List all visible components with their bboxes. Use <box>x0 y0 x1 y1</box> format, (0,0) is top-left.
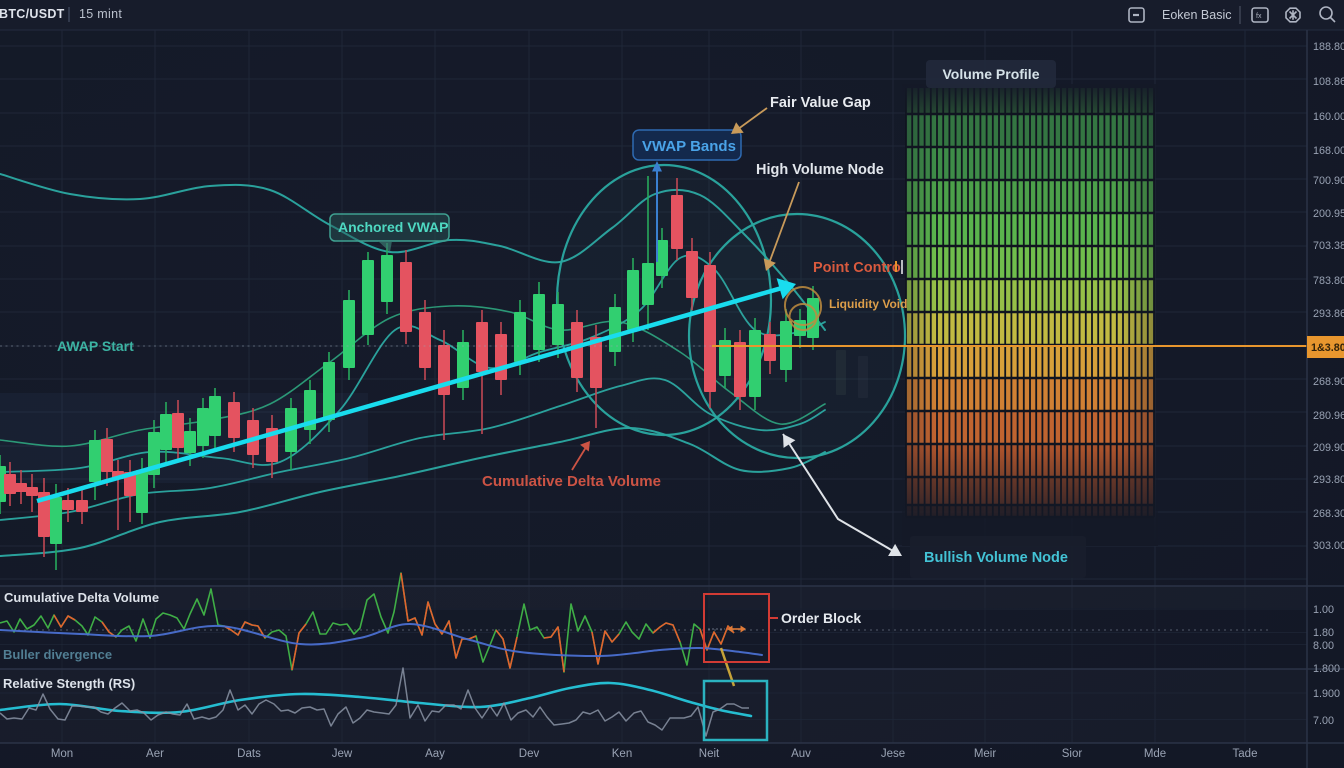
svg-text:Point Contro: Point Contro <box>813 260 901 276</box>
svg-text:VWAP Bands: VWAP Bands <box>642 138 736 155</box>
svg-text:Sior: Sior <box>1062 748 1083 760</box>
svg-text:1.900: 1.900 <box>1313 688 1340 700</box>
svg-text:Cumulative Delta Volume: Cumulative Delta Volume <box>482 473 661 490</box>
svg-text:Jese: Jese <box>881 748 905 760</box>
svg-text:188.80: 188.80 <box>1313 41 1344 53</box>
svg-text:1.800: 1.800 <box>1313 663 1340 675</box>
svg-text:Dev: Dev <box>519 748 540 760</box>
svg-text:Fair Value Gap: Fair Value Gap <box>770 95 871 111</box>
svg-text:7.00: 7.00 <box>1313 715 1334 727</box>
svg-text:High Volume Node: High Volume Node <box>756 162 884 178</box>
svg-text:1&3.80: 1&3.80 <box>1311 342 1344 354</box>
svg-text:Dats: Dats <box>237 748 261 760</box>
svg-text:Anchored VWAP: Anchored VWAP <box>338 219 448 235</box>
svg-text:703.38: 703.38 <box>1313 240 1344 252</box>
svg-text:fx: fx <box>1256 13 1262 20</box>
svg-text:293.80: 293.80 <box>1313 474 1344 486</box>
svg-text:160.00: 160.00 <box>1313 111 1344 123</box>
svg-text:700.90: 700.90 <box>1313 175 1344 187</box>
svg-text:108.86: 108.86 <box>1313 76 1344 88</box>
svg-text:1.80: 1.80 <box>1313 627 1334 639</box>
svg-text:783.80: 783.80 <box>1313 275 1344 287</box>
svg-text:Cumulative Delta Volume: Cumulative Delta Volume <box>4 590 159 605</box>
svg-text:Neit: Neit <box>699 748 720 760</box>
svg-text:168.00: 168.00 <box>1313 145 1344 157</box>
svg-text:Mon: Mon <box>51 748 73 760</box>
svg-text:268.30: 268.30 <box>1313 508 1344 520</box>
svg-text:303.00: 303.00 <box>1313 540 1344 552</box>
svg-text:280.96: 280.96 <box>1313 410 1344 422</box>
svg-text:268.90: 268.90 <box>1313 376 1344 388</box>
svg-text:Auv: Auv <box>791 748 811 760</box>
svg-text:Bullish Volume Node: Bullish Volume Node <box>924 550 1068 566</box>
svg-text:Buller divergence: Buller divergence <box>3 647 112 662</box>
svg-text:Ken: Ken <box>612 748 632 760</box>
svg-text:209.90: 209.90 <box>1313 442 1344 454</box>
svg-text:Volume Profile: Volume Profile <box>943 66 1040 82</box>
svg-text:l: l <box>894 260 898 276</box>
svg-text:Aay: Aay <box>425 748 445 760</box>
svg-text:Relative Stength (RS): Relative Stength (RS) <box>3 676 135 691</box>
svg-text:Liquidity Void: Liquidity Void <box>829 297 907 311</box>
svg-text:1.00: 1.00 <box>1313 604 1334 616</box>
svg-text:200.95: 200.95 <box>1313 208 1344 220</box>
svg-text:Mde: Mde <box>1144 748 1166 760</box>
svg-text:Order Block: Order Block <box>781 610 861 626</box>
svg-text:BTC/USDT: BTC/USDT <box>0 7 65 21</box>
svg-text:Meir: Meir <box>974 748 997 760</box>
svg-text:293.86: 293.86 <box>1313 308 1344 320</box>
svg-text:AWAP Start: AWAP Start <box>57 338 134 354</box>
svg-text:Eoken Basic: Eoken Basic <box>1162 8 1231 22</box>
svg-text:Jew: Jew <box>332 748 353 760</box>
svg-text:15 mint: 15 mint <box>79 7 122 21</box>
svg-text:Aer: Aer <box>146 748 164 760</box>
svg-text:8.00: 8.00 <box>1313 640 1334 652</box>
svg-text:Tade: Tade <box>1233 748 1258 760</box>
